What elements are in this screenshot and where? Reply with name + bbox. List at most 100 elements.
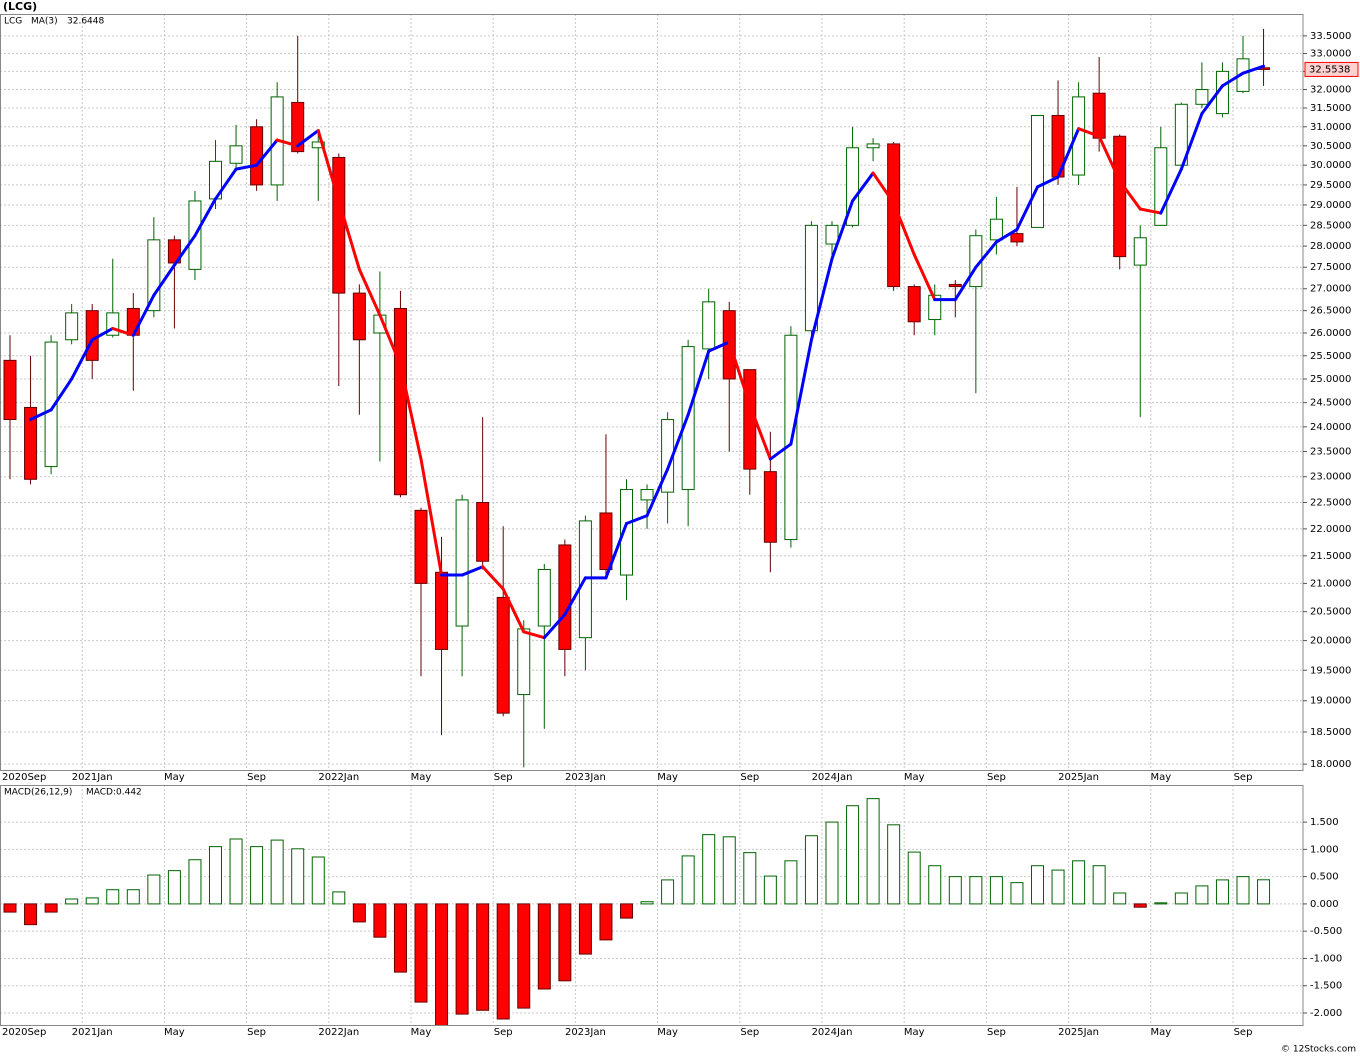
y-tick-label: 28.0000 [1310, 241, 1351, 252]
ma-segment [214, 167, 238, 201]
x-tick-label: Sep [987, 1027, 1006, 1038]
ma-segment [501, 587, 526, 634]
y-tick-label: 33.0000 [1310, 48, 1351, 59]
candle-body [1133, 237, 1147, 266]
candle-body [24, 406, 38, 480]
macd-bar [291, 848, 305, 905]
macd-bar [1154, 902, 1168, 905]
candle-body [928, 294, 942, 321]
candle-body [825, 224, 839, 245]
y-tick-label: 0.000 [1310, 899, 1339, 910]
page-title: (LCG) [3, 0, 37, 13]
legend-ma: MA(3) [31, 17, 58, 27]
candle-body [517, 628, 531, 696]
candle-body [126, 307, 140, 336]
ma-segment [1241, 64, 1266, 75]
x-tick-label: Sep [1234, 772, 1253, 783]
candle-body [702, 301, 716, 350]
x-tick-label: Sep [494, 772, 513, 783]
candle-body [250, 126, 264, 186]
candle-body [44, 341, 58, 468]
ma-segment [481, 565, 505, 591]
ma-segment [1118, 179, 1142, 211]
candle-body [640, 489, 654, 501]
ma-segment [111, 326, 135, 337]
ma-segment [542, 613, 567, 640]
macd-bar [928, 865, 942, 905]
price-plot [0, 14, 1303, 770]
ma-segment [604, 522, 628, 580]
candle-body [229, 145, 243, 164]
candle-body [3, 359, 17, 421]
x-tick-label: Sep [247, 1027, 266, 1038]
y-tick-label: 1.500 [1310, 817, 1339, 828]
y-tick-label: 24.5000 [1310, 398, 1351, 409]
macd-bar [558, 903, 572, 982]
macd-bar [722, 836, 736, 905]
macd-bar [24, 903, 38, 926]
ma-segment [912, 253, 937, 302]
x-tick-label: May [1150, 772, 1171, 783]
macd-bar [578, 903, 592, 955]
y-tick-label: 1.000 [1310, 844, 1339, 855]
x-tick-label: May [1150, 1027, 1171, 1038]
x-tick-label: May [164, 1027, 185, 1038]
ma-segment [1179, 112, 1204, 171]
candle-body [455, 499, 469, 627]
macd-bar [661, 879, 675, 905]
y-tick-label: 26.0000 [1310, 328, 1351, 339]
ma-segment [1015, 185, 1039, 231]
macd-plot [0, 785, 1303, 1025]
ma-segment [809, 257, 834, 342]
x-tick-label: 2024Jan [812, 1027, 853, 1038]
macd-bar [1257, 879, 1271, 905]
y-tick-label: 32.0000 [1310, 85, 1351, 96]
macd-bar [455, 903, 469, 1015]
macd-bar [147, 874, 161, 905]
x-tick-label: May [904, 1027, 925, 1038]
x-tick-label: May [411, 1027, 432, 1038]
y-tick-label: -1.500 [1310, 981, 1342, 992]
ma-segment [337, 199, 361, 271]
macd-bar [948, 876, 962, 905]
ma-segment [357, 267, 382, 317]
candle-body [352, 292, 366, 341]
y-tick-label: -1.000 [1310, 953, 1342, 964]
macd-bar [537, 903, 551, 990]
candle-body [435, 571, 449, 650]
y-tick-label: 28.5000 [1310, 220, 1351, 231]
ma-segment [255, 138, 279, 167]
ma-segment [563, 576, 587, 617]
candle-body [291, 101, 305, 153]
macd-bar [414, 903, 428, 1003]
candle-body [1031, 114, 1044, 228]
last-price-label: 32.5538 [1309, 64, 1350, 75]
panel-frame [0, 14, 1304, 771]
macd-bar [1113, 892, 1127, 905]
ma-segment [152, 263, 176, 297]
ma-segment [1159, 167, 1183, 215]
ma-segment [29, 408, 53, 422]
y-tick-label: 30.5000 [1310, 141, 1351, 152]
x-tick-label: Sep [740, 772, 759, 783]
macd-bar [907, 851, 921, 905]
x-tick-label: May [904, 772, 925, 783]
ma-segment [666, 413, 690, 471]
macd-bar [784, 860, 798, 905]
y-tick-label: 25.5000 [1310, 351, 1351, 362]
y-tick-label: 31.0000 [1310, 122, 1351, 133]
macd-bar [989, 876, 1003, 905]
candle-body [948, 283, 962, 288]
candle-body [311, 141, 325, 149]
ma-segment [748, 403, 772, 461]
macd-bar [65, 898, 79, 905]
macd-bar [599, 903, 613, 941]
y-tick-label: -0.500 [1310, 926, 1342, 937]
ma-segment [522, 630, 546, 640]
ma-segment [1220, 71, 1245, 88]
x-tick-label: 2020Sep [2, 772, 46, 783]
macd-bar [1010, 882, 1024, 905]
macd-bar [476, 903, 490, 1011]
